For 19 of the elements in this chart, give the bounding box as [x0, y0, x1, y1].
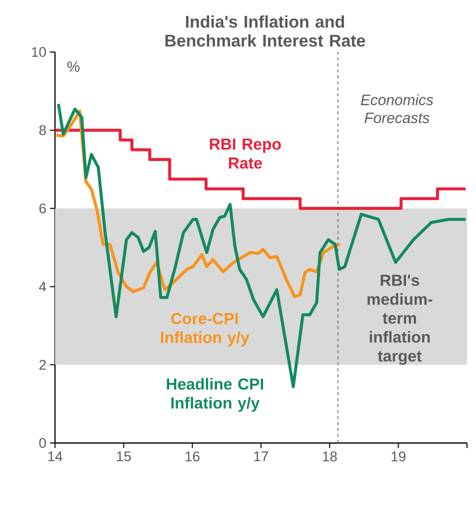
- x-tick-label: 19: [392, 452, 406, 462]
- y-tick-label: 2: [39, 360, 46, 370]
- series-label: RBI Repo Rate: [210, 138, 281, 169]
- x-tick-label: 15: [116, 452, 131, 462]
- x-tick-label: 14: [48, 452, 62, 462]
- band-label: RBI's medium-term inflation target: [368, 274, 432, 365]
- chart-title: India's Inflation and Benchmark Interest Rate: [165, 15, 366, 47]
- x-tick-label: 18: [322, 452, 337, 462]
- y-tick-label: 10: [32, 47, 46, 57]
- ref-line-label: Economics Forecasts: [360, 94, 434, 124]
- y-tick-label: 4: [39, 282, 46, 292]
- y-tick-label: 0: [39, 438, 46, 448]
- x-tick-label: 16: [186, 452, 200, 462]
- y-tick-label: 6: [39, 203, 46, 214]
- series-label: Headline CPI Inflation y/y: [166, 378, 264, 412]
- y-tick-label: 8: [39, 125, 46, 136]
- series-label: Core-CPI Inflation y/y: [161, 312, 250, 346]
- y-axis-title: %: [67, 61, 80, 72]
- x-tick-label: 17: [254, 452, 268, 462]
